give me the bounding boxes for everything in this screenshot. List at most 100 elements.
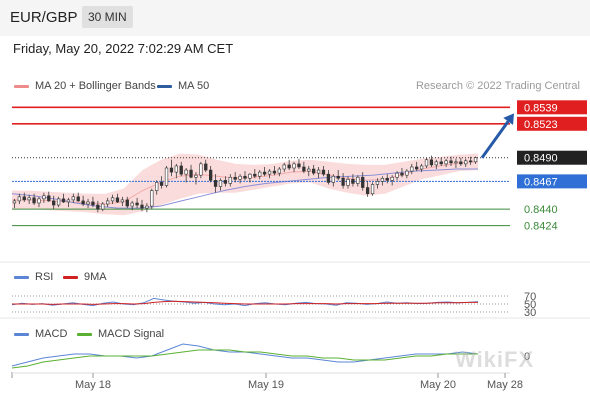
legend-label-macd-signal: MACD Signal [98,328,165,340]
candle-body [56,198,61,206]
candle-body [115,197,120,203]
candle-body [47,195,51,202]
candle-body [370,184,375,195]
candle-body [307,168,311,172]
candle-body [159,182,164,186]
candle-body [410,166,414,172]
candle-body [179,165,183,175]
candle-body [262,171,267,175]
candle-body [140,204,144,209]
candle-body [101,203,105,210]
candle-body [106,200,110,205]
candle-body [419,165,424,170]
candle-body [76,196,80,202]
candle-body [110,197,115,202]
candle-body [155,182,159,191]
candle-body [135,202,139,206]
candle-body [184,169,188,175]
time-axis-label: May 19 [248,379,284,391]
level-label-2: 0.8490 [524,153,558,165]
level-label-3: 0.8467 [524,176,558,188]
legend-swatch-macd-signal [77,332,92,336]
candle-body [356,176,360,184]
legend-rsi-9ma: 9MA [63,271,107,283]
forecast-arrow-shaft [480,120,510,159]
candle-body [169,167,174,173]
level-label-box-3 [517,174,587,189]
candle-body [42,195,46,200]
candle-body [27,197,31,201]
candle-body [297,163,301,168]
rsi-tick-70: 70 [524,291,536,303]
candle-body [331,175,335,183]
candle-body [243,175,247,179]
candle-body [130,202,134,207]
level-label-box-0 [517,100,587,115]
time-axis-label: May 28 [487,379,523,391]
candle-body [213,180,218,187]
candle-body [81,200,85,205]
candle-body [17,196,22,202]
candle-body [223,180,228,184]
candle-body [150,190,154,207]
candle-body [258,171,262,177]
level-label-box-2 [517,150,587,165]
candle-body [459,161,463,165]
candle-body [385,177,389,181]
candle-body [209,169,213,181]
timeframe-badge[interactable]: 30 MIN [82,6,133,28]
candle-body [253,173,257,177]
macd-series-signal [11,349,478,369]
legend-macd-signal: MACD Signal [77,328,164,340]
candle-body [395,172,399,178]
watermark-text: WikiFX [455,347,535,372]
candle-body [12,200,17,204]
legend-label-macd: MACD [35,328,68,340]
candle-body [424,159,429,167]
legend-label-9ma: 9MA [84,271,107,283]
legend-rsi: RSI [14,271,53,283]
time-axis-label: May 20 [420,379,456,391]
rsi-tick-50: 50 [524,299,536,311]
candle-body [292,163,296,169]
candle-body [302,166,306,172]
legend-swatch-rsi [14,275,29,279]
candle-body [61,198,66,203]
candle-body [468,160,473,163]
candle-body [96,204,100,210]
legend-ma50: MA 50 [157,80,209,92]
legend-label-ma50: MA 50 [178,80,210,92]
candle-body [277,168,281,174]
candle-body [439,161,443,165]
level-label-5: 0.8424 [524,221,558,233]
research-credit: Research © 2022 Trading Central [415,80,580,92]
rsi-series-9ma [12,300,478,305]
candle-body [86,201,90,205]
macd-tick-0: 0 [524,351,530,363]
level-label-4: 0.8440 [524,204,558,216]
legend-label-rsi: RSI [35,271,54,283]
candle-body [351,179,355,184]
report-datetime: Friday, May 20, 2022 7:02:29 AM CET [13,41,234,56]
candle-body [145,205,149,209]
candle-body [444,160,448,165]
candle-body [365,187,370,195]
candle-body [346,179,350,186]
level-label-1: 0.8523 [524,119,558,131]
candle-body [375,181,380,185]
candle-body [218,180,223,187]
rsi-series-rsi [11,297,479,307]
candle-body [341,177,345,186]
candle-body [199,163,203,176]
legend-swatch-9ma [63,275,78,279]
time-axis-label: May 18 [75,379,111,391]
candle-body [267,170,272,175]
legend-macd: MACD [14,328,67,340]
forecast-arrow-head [503,113,514,125]
candle-body [312,168,316,174]
currency-pair-title: EUR/GBP [10,9,78,26]
candle-body [316,169,321,174]
candle-body [464,160,468,165]
chart-header: EUR/GBP 30 MIN [0,0,590,36]
candle-body [194,174,198,178]
